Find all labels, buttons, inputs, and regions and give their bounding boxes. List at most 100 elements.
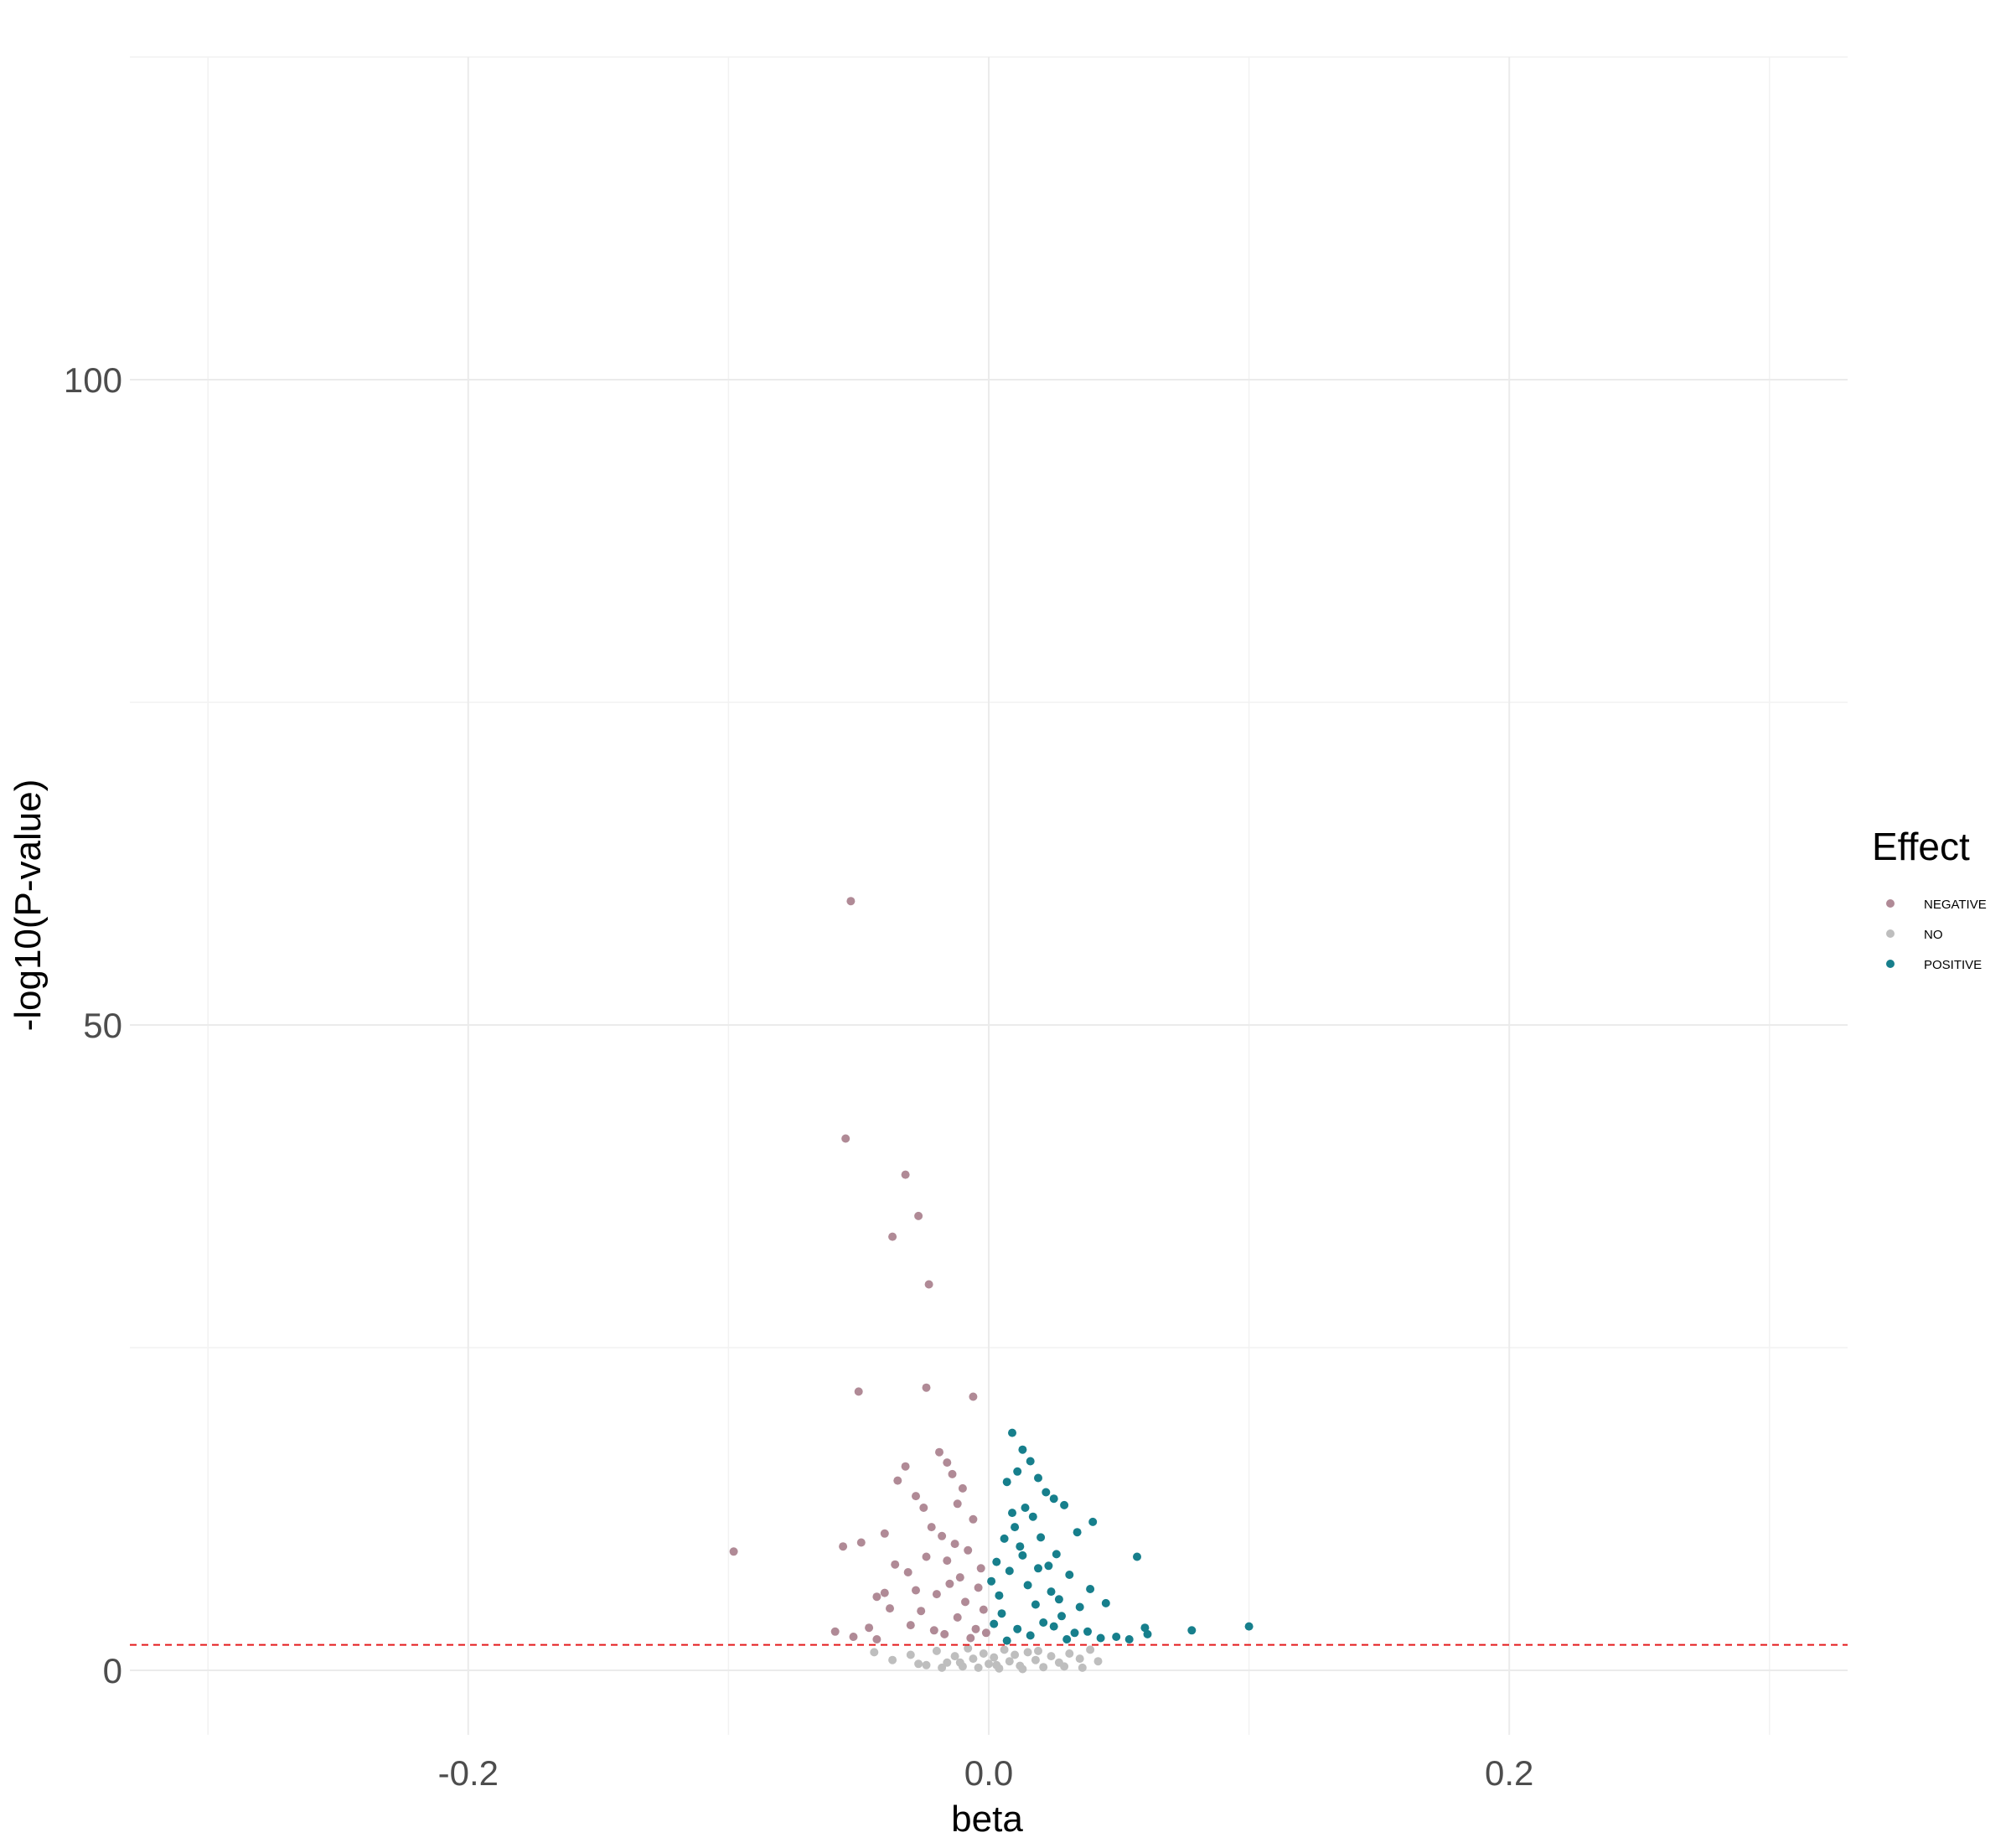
point-negative (919, 1504, 928, 1512)
point-positive (1070, 1628, 1079, 1638)
point-no (1086, 1645, 1095, 1654)
legend-key (1886, 899, 1895, 908)
point-no (888, 1655, 897, 1664)
point-positive (1057, 1612, 1066, 1621)
point-positive (1101, 1598, 1110, 1607)
point-positive (1143, 1629, 1152, 1638)
point-no (1018, 1664, 1027, 1674)
point-no (1075, 1654, 1084, 1664)
point-negative (849, 1633, 858, 1641)
legend-item-no: NO (1886, 928, 1943, 942)
point-positive (1187, 1626, 1197, 1635)
point-positive (987, 1576, 996, 1586)
point-negative (961, 1597, 969, 1607)
y-tick-label: 0 (103, 1651, 122, 1690)
legend-label: POSITIVE (1924, 958, 1982, 972)
point-no (914, 1659, 923, 1669)
point-no (1000, 1645, 1009, 1654)
point-positive (997, 1609, 1006, 1618)
legend-key (1886, 960, 1895, 968)
point-negative (938, 1531, 947, 1540)
point-no (1060, 1662, 1069, 1671)
point-negative (969, 1392, 978, 1401)
point-no (1078, 1663, 1087, 1672)
point-positive (1088, 1517, 1098, 1526)
point-negative (906, 1621, 915, 1630)
point-negative (880, 1588, 889, 1597)
point-negative (976, 1564, 985, 1573)
point-positive (1052, 1550, 1061, 1559)
point-positive (1018, 1550, 1027, 1560)
point-no (1047, 1652, 1056, 1661)
point-no (1065, 1649, 1074, 1658)
point-positive (1075, 1602, 1084, 1612)
x-tick-label: 0.0 (964, 1753, 1013, 1793)
point-negative (901, 1170, 910, 1179)
point-negative (955, 1573, 964, 1582)
point-no (969, 1654, 978, 1664)
point-no (1005, 1657, 1014, 1666)
point-no (979, 1649, 988, 1658)
point-negative (880, 1529, 889, 1538)
point-no (1093, 1657, 1103, 1666)
point-positive (1023, 1581, 1032, 1590)
data-points (729, 897, 1254, 1674)
point-negative (888, 1232, 897, 1241)
point-negative (903, 1568, 912, 1576)
point-negative (729, 1547, 738, 1556)
point-no (974, 1663, 983, 1672)
point-positive (1096, 1633, 1105, 1643)
y-axis-label: -log10(P-value) (8, 779, 49, 1032)
point-negative (943, 1556, 952, 1566)
point-positive (1018, 1445, 1027, 1454)
point-no (932, 1646, 941, 1655)
point-positive (1039, 1618, 1048, 1627)
point-positive (1034, 1564, 1042, 1573)
point-no (1011, 1650, 1020, 1659)
legend-item-positive: POSITIVE (1886, 958, 1982, 972)
point-no (906, 1650, 915, 1659)
point-positive (1026, 1631, 1035, 1640)
x-axis-label: beta (951, 1799, 1023, 1840)
axis-ticks: -0.2 0.0 0.2 0 50 100 (64, 360, 1533, 1793)
point-negative (953, 1612, 962, 1622)
point-negative (846, 897, 856, 906)
point-positive (1086, 1585, 1095, 1593)
point-positive (1028, 1512, 1037, 1521)
point-positive (1124, 1635, 1134, 1644)
point-negative (912, 1492, 920, 1501)
point-positive (995, 1591, 1004, 1600)
y-tick-label: 50 (83, 1006, 122, 1045)
point-negative (856, 1538, 866, 1547)
point-positive (1140, 1623, 1150, 1633)
point-negative (981, 1628, 990, 1638)
point-negative (830, 1627, 840, 1636)
legend: Effect NEGATIVE NO POSITIVE (1872, 825, 1987, 972)
series-no (870, 1644, 1103, 1674)
point-negative (872, 1592, 881, 1602)
point-negative (945, 1579, 954, 1588)
point-positive (1013, 1467, 1022, 1476)
point-negative (953, 1499, 962, 1509)
point-no (985, 1659, 993, 1669)
point-positive (1002, 1636, 1011, 1645)
point-no (964, 1644, 973, 1653)
point-negative (891, 1560, 900, 1569)
point-positive (1244, 1622, 1254, 1631)
point-negative (979, 1605, 988, 1614)
point-positive (1054, 1595, 1063, 1604)
series-positive (987, 1428, 1254, 1645)
point-negative (929, 1626, 938, 1635)
point-negative (922, 1383, 931, 1392)
point-positive (1060, 1500, 1069, 1509)
legend-label: NEGATIVE (1924, 898, 1987, 912)
point-positive (1000, 1534, 1009, 1543)
point-negative (943, 1458, 952, 1468)
x-tick-label: -0.2 (438, 1753, 499, 1793)
point-positive (1021, 1504, 1030, 1512)
point-negative (839, 1542, 848, 1551)
point-negative (901, 1462, 910, 1471)
point-positive (1002, 1478, 1011, 1487)
